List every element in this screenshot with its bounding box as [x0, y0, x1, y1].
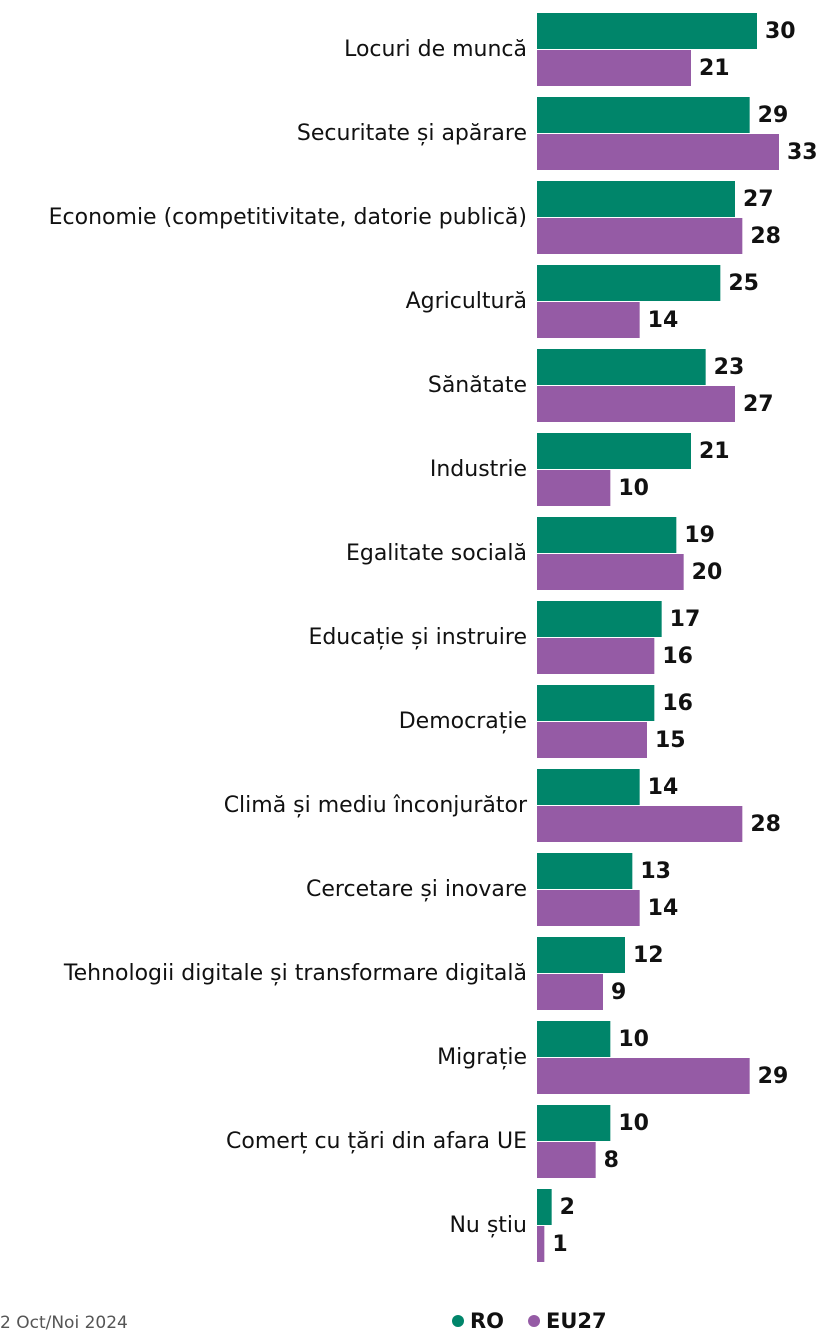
footnote: 2 Oct/Noi 2024 [0, 1313, 128, 1331]
category-label: Industrie [430, 457, 527, 482]
bar [537, 386, 735, 422]
category-label: Agricultură [406, 289, 527, 314]
bar [537, 1142, 596, 1178]
value-label: 10 [618, 1111, 649, 1136]
bar [537, 1021, 611, 1057]
value-label: 19 [684, 523, 715, 548]
value-label: 21 [699, 439, 730, 464]
value-label: 20 [692, 560, 723, 585]
value-label: 16 [662, 644, 693, 669]
category-label: Democrație [399, 709, 527, 734]
legend-label: RO [470, 1309, 504, 1331]
value-label: 29 [758, 103, 789, 128]
bar [537, 1058, 750, 1094]
value-label: 2 [560, 1195, 575, 1220]
category-label: Comerț cu țări din afara UE [226, 1129, 527, 1154]
value-label: 28 [750, 224, 781, 249]
bar [537, 890, 640, 926]
value-label: 8 [604, 1148, 619, 1173]
bar [537, 13, 757, 49]
value-label: 15 [655, 728, 686, 753]
category-label: Tehnologii digitale și transformare digi… [63, 961, 527, 986]
bar [537, 769, 640, 805]
bar [537, 470, 611, 506]
value-label: 27 [743, 392, 774, 417]
bar [537, 181, 735, 217]
bar [537, 349, 706, 385]
category-label: Economie (competitivitate, datorie publi… [49, 205, 527, 230]
bar [537, 433, 691, 469]
value-label: 25 [728, 271, 759, 296]
value-label: 14 [648, 775, 679, 800]
category-label: Educație și instruire [308, 625, 527, 650]
category-label: Climă și mediu înconjurător [224, 793, 528, 818]
bar [537, 517, 677, 553]
value-label: 16 [662, 691, 693, 716]
value-label: 29 [758, 1064, 789, 1089]
bar [537, 50, 691, 86]
value-label: 13 [640, 859, 671, 884]
value-label: 10 [618, 476, 649, 501]
category-label: Locuri de muncă [344, 37, 527, 62]
bar [537, 853, 633, 889]
bar [537, 685, 655, 721]
category-label: Migrație [437, 1045, 527, 1070]
category-label: Sănătate [428, 373, 527, 398]
value-label: 17 [670, 607, 701, 632]
legend-label: EU27 [546, 1309, 607, 1331]
category-label: Egalitate socială [346, 541, 527, 566]
value-label: 27 [743, 187, 774, 212]
category-label: Cercetare și inovare [306, 877, 527, 902]
value-label: 12 [633, 943, 664, 968]
value-label: 33 [787, 140, 818, 165]
bar [537, 638, 655, 674]
category-label: Securitate și apărare [297, 121, 527, 146]
category-label: Nu știu [449, 1213, 527, 1238]
bar [537, 722, 647, 758]
bar [537, 1105, 611, 1141]
value-label: 9 [611, 980, 626, 1005]
bar [537, 97, 750, 133]
bar [537, 554, 684, 590]
bar [537, 265, 721, 301]
bar [537, 937, 625, 973]
value-label: 28 [750, 812, 781, 837]
legend-swatch [452, 1315, 464, 1327]
value-label: 14 [648, 896, 679, 921]
bar [537, 974, 603, 1010]
bar [537, 134, 779, 170]
value-label: 1 [552, 1232, 567, 1257]
legend-swatch [528, 1315, 541, 1327]
bar [537, 806, 743, 842]
bar [537, 218, 743, 254]
value-label: 14 [648, 308, 679, 333]
bar [537, 302, 640, 338]
bar [537, 1189, 552, 1225]
bar [537, 1226, 545, 1262]
bar [537, 601, 662, 637]
value-label: 30 [765, 19, 796, 44]
value-label: 23 [714, 355, 745, 380]
value-label: 21 [699, 56, 730, 81]
value-label: 10 [618, 1027, 649, 1052]
